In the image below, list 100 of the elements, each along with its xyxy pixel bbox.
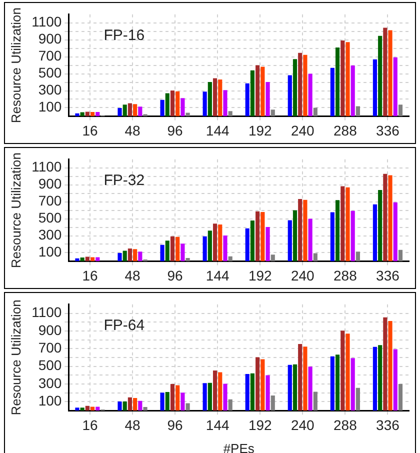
- bar: [223, 235, 228, 262]
- bar: [356, 388, 360, 411]
- bar: [96, 406, 100, 411]
- bar: [85, 406, 90, 411]
- y-tick-label: 1100: [32, 304, 62, 320]
- bar: [298, 199, 302, 262]
- bar: [288, 220, 292, 262]
- bar: [330, 356, 334, 411]
- y-tick-label: 900: [38, 322, 62, 338]
- x-tick-label: 16: [82, 122, 98, 138]
- y-tick-label: 900: [38, 176, 62, 192]
- bar: [346, 334, 350, 411]
- bar: [383, 28, 388, 116]
- bar: [180, 244, 185, 262]
- bar: [372, 59, 378, 116]
- bar: [308, 74, 312, 116]
- y-axis-title: Resource Utilization: [8, 152, 24, 268]
- bar: [133, 104, 138, 116]
- bar: [383, 174, 388, 262]
- x-tick-label: 96: [167, 416, 184, 433]
- bar: [122, 104, 127, 116]
- y-tick-label: 1100: [32, 14, 62, 30]
- bar: [378, 190, 382, 262]
- annotation: FP-16: [104, 27, 145, 44]
- x-tick-label: 288: [334, 122, 358, 138]
- bar: [270, 110, 275, 116]
- bar: [303, 346, 308, 411]
- bar: [303, 200, 308, 262]
- bar: [138, 252, 142, 262]
- bar: [186, 403, 190, 411]
- bar: [212, 78, 218, 116]
- bar: [208, 230, 212, 262]
- bar: [356, 252, 360, 262]
- bar: [250, 70, 255, 116]
- bar: [372, 346, 378, 411]
- bar: [245, 83, 250, 116]
- x-tick-label: 240: [290, 267, 315, 284]
- y-tick-label: 100: [38, 392, 62, 409]
- bar: [170, 90, 175, 116]
- bar: [80, 258, 84, 262]
- y-axis-title: Resource Utilization: [8, 300, 24, 416]
- bar: [335, 200, 340, 262]
- bar: [128, 103, 132, 116]
- bar: [228, 111, 232, 116]
- bar: [393, 57, 398, 116]
- bar: [356, 106, 360, 116]
- bar: [228, 399, 232, 411]
- x-tick-label: 192: [248, 416, 272, 433]
- y-tick-label: 700: [38, 340, 62, 356]
- x-tick-label: 336: [376, 416, 400, 433]
- bar: [260, 212, 265, 262]
- x-tick-label: 336: [376, 267, 400, 284]
- x-tick-label: 144: [206, 416, 230, 433]
- bar: [170, 384, 175, 411]
- bar: [176, 91, 180, 116]
- bar: [176, 385, 180, 411]
- bar: [340, 330, 345, 411]
- bar: [350, 358, 355, 411]
- bar: [393, 349, 398, 411]
- x-tick-label: 192: [248, 267, 272, 284]
- bar: [133, 398, 138, 411]
- y-axis-title: Resource Utilization: [8, 7, 24, 124]
- bar: [398, 104, 403, 116]
- y-tick-label: 700: [38, 48, 62, 64]
- bar: [388, 175, 392, 262]
- bar: [250, 220, 255, 262]
- y-tick-label: 700: [38, 192, 62, 209]
- bar: [378, 36, 382, 116]
- bar: [298, 344, 302, 411]
- x-tick-label: 96: [167, 122, 184, 138]
- x-tick-label: 240: [290, 416, 315, 433]
- bar: [128, 248, 132, 262]
- bar: [176, 236, 180, 262]
- bar: [90, 257, 95, 262]
- bar: [330, 68, 334, 116]
- bar: [340, 186, 345, 262]
- bar: [202, 92, 207, 116]
- x-tick-label: 144: [206, 267, 230, 284]
- bar: [160, 100, 164, 116]
- y-tick-label: 500: [38, 357, 62, 374]
- bar: [122, 401, 127, 411]
- bar: [133, 249, 138, 262]
- bar: [160, 244, 164, 262]
- bar: [330, 212, 334, 262]
- y-tick-label: 300: [38, 374, 62, 391]
- bar: [165, 240, 170, 262]
- x-tick-label: 336: [376, 122, 400, 138]
- bar: [335, 47, 340, 116]
- y-tick-label: 500: [38, 64, 62, 81]
- bar: [292, 210, 298, 262]
- bar: [85, 112, 90, 116]
- bar: [260, 359, 265, 411]
- bar: [288, 364, 292, 411]
- bar: [288, 75, 292, 116]
- bar: [218, 79, 222, 116]
- bar: [212, 370, 218, 411]
- bar: [292, 59, 298, 116]
- bar: [266, 375, 270, 411]
- bar: [292, 364, 298, 411]
- bar: [266, 82, 270, 116]
